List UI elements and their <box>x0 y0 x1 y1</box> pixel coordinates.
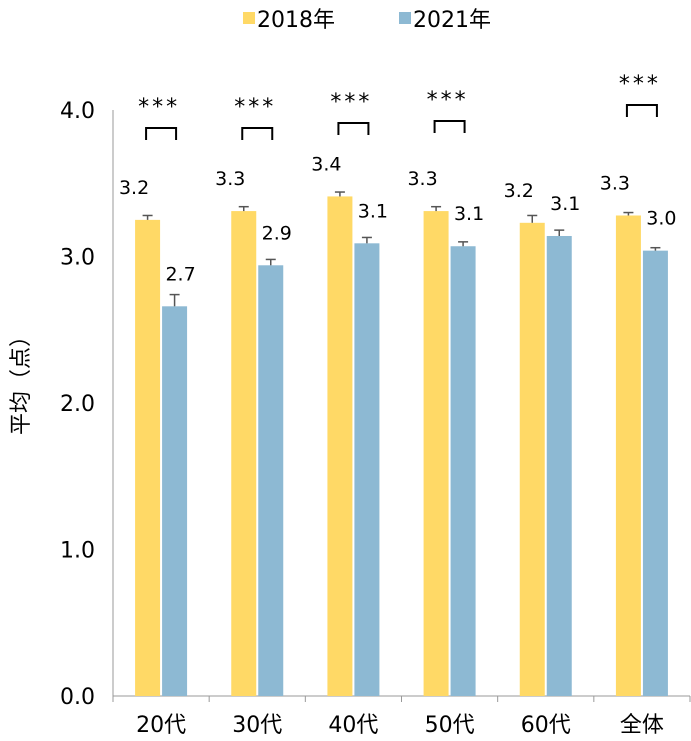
significance-markers: *** *** *** *** *** <box>138 72 661 140</box>
significance-bracket <box>145 127 178 140</box>
y-tick-label: 0.0 <box>60 685 95 710</box>
data-label: 3.0 <box>646 208 676 230</box>
bar-series2 <box>642 250 668 696</box>
legend-swatch <box>399 12 411 24</box>
data-label: 3.4 <box>311 153 341 175</box>
y-axis-title-text: 平均（点） <box>9 325 34 435</box>
significance-bracket <box>433 120 466 133</box>
bars <box>135 191 668 697</box>
bar-series2 <box>450 246 476 696</box>
data-label: 2.9 <box>262 222 292 244</box>
bar-series1 <box>423 211 449 696</box>
legend-label: 2021年 <box>413 8 491 33</box>
y-tick-label: 1.0 <box>60 539 95 564</box>
x-tick-label: 20代 <box>136 713 186 738</box>
x-tick-label: 60代 <box>521 713 571 738</box>
data-label: 3.2 <box>504 180 534 202</box>
significance-label: *** <box>330 90 372 115</box>
y-tick-label: 3.0 <box>60 246 95 271</box>
bar-series2 <box>162 306 188 696</box>
y-axis-title: 平均（点） <box>9 325 34 435</box>
data-label: 3.1 <box>358 200 388 222</box>
significance-label: *** <box>619 72 661 97</box>
data-label: 3.2 <box>119 177 149 199</box>
y-axis: 0.0 1.0 2.0 3.0 4.0 <box>60 99 114 710</box>
data-label: 3.3 <box>407 168 437 190</box>
legend-label: 2018年 <box>257 8 335 33</box>
significance-label: *** <box>234 95 276 120</box>
significance-label: *** <box>427 88 469 113</box>
bar-series1 <box>135 219 161 696</box>
bar-series2 <box>258 265 284 696</box>
y-tick-label: 2.0 <box>60 392 95 417</box>
bar-series1 <box>327 196 353 696</box>
bar-series2 <box>546 235 572 697</box>
x-axis: 20代 30代 40代 50代 60代 全体 <box>112 695 691 738</box>
data-label: 3.1 <box>454 203 484 225</box>
significance-bracket <box>241 127 274 140</box>
significance-label: *** <box>138 95 180 120</box>
bar-series1 <box>615 215 641 697</box>
legend-swatch <box>243 12 255 24</box>
data-label: 2.7 <box>165 263 195 285</box>
data-labels: 3.2 2.7 3.3 2.9 3.4 3.1 3.3 3.1 3.2 3.1 3.3 3.0 <box>119 153 677 285</box>
significance-bracket <box>337 122 370 135</box>
x-tick-label: 全体 <box>620 713 664 738</box>
data-label: 3.3 <box>215 168 245 190</box>
x-tick-label: 30代 <box>232 713 282 738</box>
data-label: 3.1 <box>550 193 580 215</box>
x-tick-label: 40代 <box>328 713 378 738</box>
bar-series1 <box>519 222 545 696</box>
legend: 2018年 2021年 <box>243 8 491 33</box>
bar-series2 <box>354 243 380 696</box>
y-tick-label: 4.0 <box>60 99 95 124</box>
x-tick-label: 50代 <box>425 713 475 738</box>
bar-series1 <box>231 211 257 696</box>
data-label: 3.3 <box>600 172 630 194</box>
significance-bracket <box>625 104 658 117</box>
